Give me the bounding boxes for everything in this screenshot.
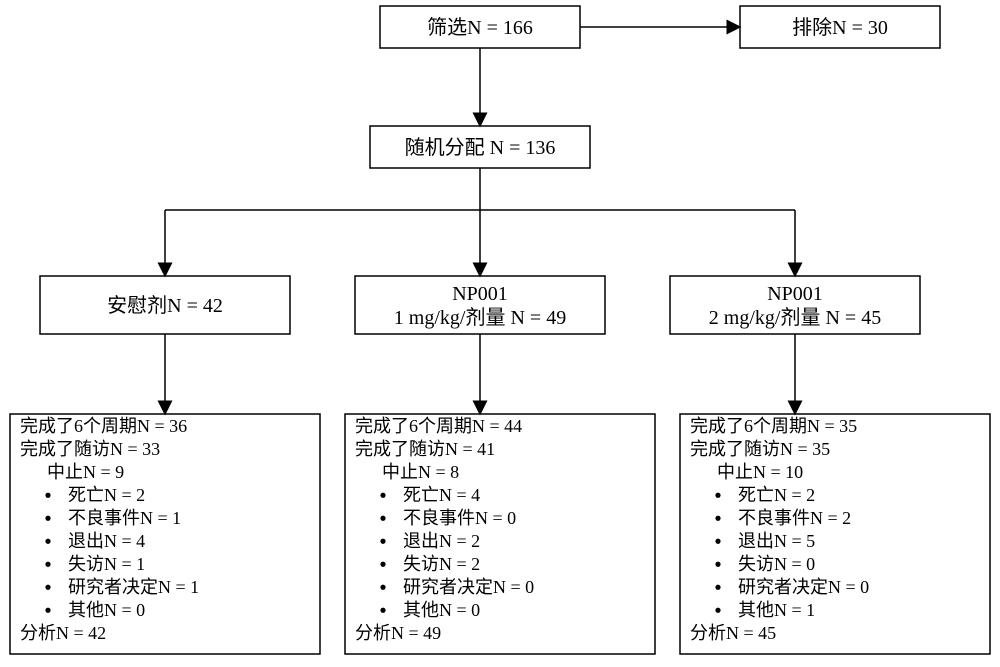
node-np1_detail-line-2: 中止N = 8 bbox=[382, 462, 459, 482]
node-np2_detail-line-8: 其他N = 1 bbox=[738, 600, 815, 620]
node-np1-line-1: 1 mg/kg/剂量 N = 49 bbox=[394, 306, 566, 329]
node-np2_detail-line-4: 不良事件N = 2 bbox=[738, 508, 851, 528]
node-np2_detail-line-1: 完成了随访N = 35 bbox=[690, 439, 830, 459]
node-exclude-line-0: 排除N = 30 bbox=[792, 16, 888, 39]
node-np2_detail-line-5: 退出N = 5 bbox=[738, 531, 815, 551]
node-placebo_detail-line-1: 完成了随访N = 33 bbox=[20, 439, 160, 459]
node-np1_detail-line-8: 其他N = 0 bbox=[403, 600, 480, 620]
node-randomize: 随机分配 N = 136 bbox=[370, 126, 590, 168]
node-np2_detail-line-3: 死亡N = 2 bbox=[738, 485, 815, 505]
node-placebo_detail-line-8: 其他N = 0 bbox=[68, 600, 145, 620]
node-np2_detail-line-9: 分析N = 45 bbox=[690, 623, 776, 643]
node-np2_detail-line-6: 失访N = 0 bbox=[738, 554, 815, 574]
node-placebo_detail-line-0: 完成了6个周期N = 36 bbox=[20, 416, 187, 436]
node-np1_detail-line-0: 完成了6个周期N = 44 bbox=[355, 416, 522, 436]
node-placebo_detail-line-3: 死亡N = 2 bbox=[68, 485, 145, 505]
node-placebo-line-0: 安慰剂N = 42 bbox=[107, 294, 223, 317]
node-np1_detail-line-7: 研究者决定N = 0 bbox=[403, 577, 534, 597]
node-np2_detail: 完成了6个周期N = 35 完成了随访N = 35 中止N = 10 死亡N = 2 不… bbox=[680, 414, 990, 654]
flowchart-canvas: 筛选N = 166 排除N = 30 随机分配 N = 136 安慰剂N = 42 NP… bbox=[0, 0, 1000, 667]
node-np2: NP0012 mg/kg/剂量 N = 45 bbox=[670, 276, 920, 334]
node-placebo_detail-line-5: 退出N = 4 bbox=[68, 531, 145, 551]
node-np1_detail-line-4: 不良事件N = 0 bbox=[403, 508, 516, 528]
node-np1: NP0011 mg/kg/剂量 N = 49 bbox=[355, 276, 605, 334]
node-np2-line-0: NP001 bbox=[767, 283, 823, 305]
node-placebo_detail-line-7: 研究者决定N = 1 bbox=[68, 577, 199, 597]
node-placebo: 安慰剂N = 42 bbox=[40, 276, 290, 334]
node-placebo_detail-line-4: 不良事件N = 1 bbox=[68, 508, 181, 528]
node-np1_detail-line-3: 死亡N = 4 bbox=[403, 485, 480, 505]
node-placebo_detail-line-2: 中止N = 9 bbox=[47, 462, 124, 482]
node-np1_detail: 完成了6个周期N = 44 完成了随访N = 41 中止N = 8 死亡N = 4 不良… bbox=[345, 414, 655, 654]
node-np1_detail-line-6: 失访N = 2 bbox=[403, 554, 480, 574]
node-np2_detail-line-0: 完成了6个周期N = 35 bbox=[690, 416, 857, 436]
node-randomize-line-0: 随机分配 N = 136 bbox=[405, 136, 556, 159]
node-np2_detail-line-2: 中止N = 10 bbox=[717, 462, 803, 482]
node-np1-line-0: NP001 bbox=[452, 283, 508, 305]
node-np2-line-1: 2 mg/kg/剂量 N = 45 bbox=[709, 306, 881, 329]
node-np1_detail-line-1: 完成了随访N = 41 bbox=[355, 439, 495, 459]
node-placebo_detail: 完成了6个周期N = 36 完成了随访N = 33 中止N = 9 死亡N = 2 不良… bbox=[10, 414, 320, 654]
node-placebo_detail-line-6: 失访N = 1 bbox=[68, 554, 145, 574]
node-np1_detail-line-5: 退出N = 2 bbox=[403, 531, 480, 551]
node-screen-line-0: 筛选N = 166 bbox=[427, 16, 533, 39]
node-np2_detail-line-7: 研究者决定N = 0 bbox=[738, 577, 869, 597]
node-exclude: 排除N = 30 bbox=[740, 6, 940, 48]
node-placebo_detail-line-9: 分析N = 42 bbox=[20, 623, 106, 643]
node-np1_detail-line-9: 分析N = 49 bbox=[355, 623, 441, 643]
node-screen: 筛选N = 166 bbox=[380, 6, 580, 48]
